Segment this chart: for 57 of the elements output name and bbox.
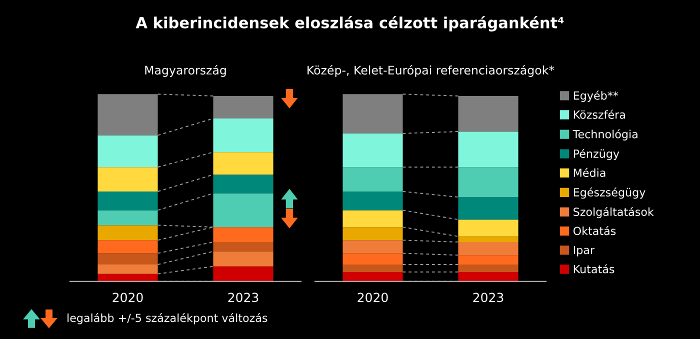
legend-label: Technológia [572,129,638,140]
bar [342,240,403,254]
bar [342,264,403,272]
bar [98,210,158,226]
bar [458,255,518,265]
bar [458,197,518,220]
bar [213,152,274,175]
bar [98,167,158,192]
bar [458,167,518,198]
text: A kiberincidensek eloszlása célzott iparáganként⁴ [136,16,564,32]
legend-label: Média [574,168,606,177]
chart-subtitle: Magyarország [145,64,226,77]
bar [342,253,403,265]
bar [213,96,274,118]
bar [342,191,403,210]
bar [458,236,518,242]
bar [458,242,518,256]
bar [98,135,158,168]
bar [98,253,158,265]
bar [458,96,518,132]
bar [98,274,158,282]
bar [458,272,518,282]
bar [342,167,403,192]
bar [458,264,518,272]
bar [458,220,518,236]
bar [98,225,158,240]
legend-label: Ipar [574,246,595,256]
chart-subtitle: Közép-, Kelet-Európai referenciaországok* [308,64,554,77]
text: legalább +/-5 százalékpont változás [68,313,268,324]
bar [213,242,274,252]
bar [98,264,158,274]
bar [213,251,274,266]
bar [342,94,403,134]
legend-label: Oktatás [573,226,616,236]
legend-label: Szolgáltatások [574,206,654,218]
bar [98,191,158,210]
bar [342,210,403,228]
bar [342,272,403,282]
bar [98,94,158,136]
bar [458,132,518,168]
x-tick-label: 2023 [228,292,258,302]
legend-label: Közszféra [574,110,625,119]
x-tick-label: 2023 [473,292,504,302]
bar [213,193,274,228]
legend-label: Egészségügy [574,187,646,199]
bar [213,266,274,282]
x-tick-label: 2020 [112,292,143,302]
bar [98,240,158,254]
x-tick-label: 2020 [358,292,388,302]
bar [213,174,274,194]
legend-label: Kutatás [574,264,614,274]
bar [213,118,274,152]
legend-label: Pénzügy [574,148,620,160]
legend-label: Egyéb** [574,90,618,102]
bar [342,133,403,168]
bar [213,227,274,242]
bar [342,227,403,240]
